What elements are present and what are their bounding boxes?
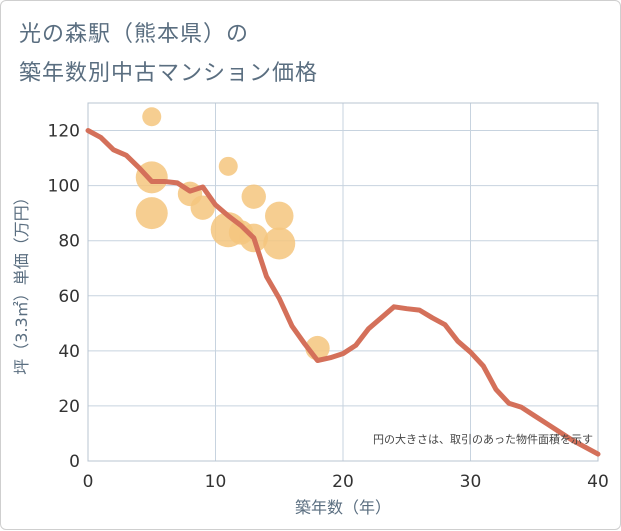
x-tick-label: 10 [205,472,227,492]
y-tick-labels: 0 20 40 60 80 100 120 [48,122,80,472]
x-axis-title: 築年数（年） [295,498,391,517]
chart-title-line1: 光の森駅（熊本県）の [19,22,250,47]
chart-title-line2: 築年数別中古マンション価格 [19,61,319,86]
data-bubble [264,201,294,231]
y-tick-label: 120 [48,122,80,142]
x-tick-labels: 0 10 20 30 40 [83,472,609,492]
x-tick-label: 20 [332,472,354,492]
data-bubble [263,227,296,260]
data-bubble [135,197,168,230]
bubble-layer [135,107,330,361]
data-bubble [142,107,162,127]
price-trend-line [85,128,601,457]
x-tick-label: 30 [460,472,482,492]
y-axis-title: 坪（3.3㎡）単価（万円） [12,189,31,374]
x-tick-label: 0 [83,472,94,492]
data-bubble [241,184,266,209]
plot-area [87,102,599,462]
y-tick-label: 60 [58,287,80,307]
y-tick-label: 20 [58,397,80,417]
x-tick-label: 40 [587,472,609,492]
bubble-size-note: 円の大きさは、取引のあった物件面積を示す [373,432,593,446]
y-tick-label: 40 [58,342,80,362]
y-tick-label: 0 [69,452,80,472]
y-tick-label: 80 [58,232,80,252]
y-tick-label: 100 [48,177,80,197]
data-bubble [190,195,215,220]
data-bubble [218,156,238,176]
